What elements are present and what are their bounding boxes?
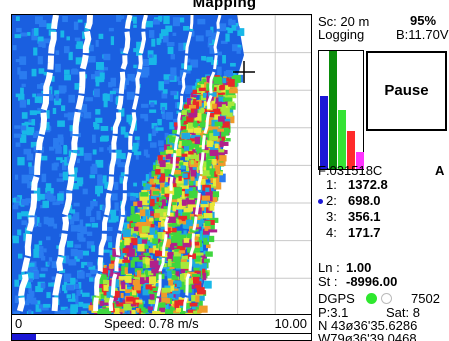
gps-type: DGPS (318, 291, 355, 306)
channel-label: 4: (326, 225, 337, 240)
channel-row[interactable]: 2: 698.0 (318, 194, 446, 209)
channel-row[interactable]: 3: 356.1 (318, 210, 446, 225)
gps-status-dot-1 (366, 293, 377, 304)
channel-label: 2: (326, 193, 337, 208)
level-bar (320, 96, 328, 169)
ln-label: Ln : (318, 260, 340, 275)
logging-status: Logging (318, 27, 365, 42)
survey-map[interactable] (11, 14, 312, 315)
channel-label: 1: (326, 177, 337, 192)
speed-max-label: 10.00 (274, 316, 307, 331)
survey-map-canvas (12, 15, 311, 314)
file-name: F:031518C (318, 163, 383, 178)
channel-label: 3: (326, 209, 337, 224)
st-label: St : (318, 274, 338, 289)
channel-level-graph (318, 50, 364, 170)
scale-readout: Sc: 20 m (318, 14, 370, 29)
mode-indicator: A (435, 163, 445, 178)
gps-satellites: Sat: 8 (386, 305, 420, 320)
gps-status-dots (366, 292, 392, 306)
status-panel: Sc: 20 m 95% Logging B:11.70V Pause F:03… (314, 14, 449, 341)
level-bar (329, 51, 337, 169)
gps-station: 7502 (411, 291, 440, 306)
gps-status-dot-2 (380, 293, 392, 304)
level-bar (338, 110, 346, 169)
speed-progress-fill (12, 334, 36, 340)
pause-button[interactable]: Pause (366, 51, 447, 131)
battery-voltage: B:11.70V (396, 27, 449, 42)
channel-row[interactable]: 4: 171.7 (318, 226, 446, 241)
app-title: Mapping (192, 0, 257, 11)
speed-readout: Speed: 0.78 m/s (104, 316, 199, 331)
title-bar: Mapping (0, 0, 449, 14)
st-value: -8996.00 (346, 274, 398, 289)
speed-min-label: 0 (15, 316, 23, 331)
position-crosshair-icon (233, 61, 255, 83)
level-bar (356, 152, 364, 169)
speed-bar: 0 Speed: 0.78 m/s 10.00 (11, 315, 312, 333)
selected-channel-dot-icon (318, 199, 323, 204)
channel-value: 356.1 (348, 209, 381, 224)
level-bar (347, 131, 355, 169)
battery-percent: 95% (410, 13, 437, 28)
gps-latitude: N 43ø36'35.6286 (318, 318, 418, 333)
gps-longitude: W79ø36'39.0468 (318, 331, 417, 341)
ln-value: 1.00 (346, 260, 372, 275)
channel-value: 1372.8 (348, 177, 388, 192)
speed-progress-track (11, 333, 312, 341)
channel-row[interactable]: 1: 1372.8 (318, 178, 446, 193)
channel-value: 698.0 (348, 193, 381, 208)
gps-pdop: P:3.1 (318, 305, 349, 320)
channel-value: 171.7 (348, 225, 381, 240)
